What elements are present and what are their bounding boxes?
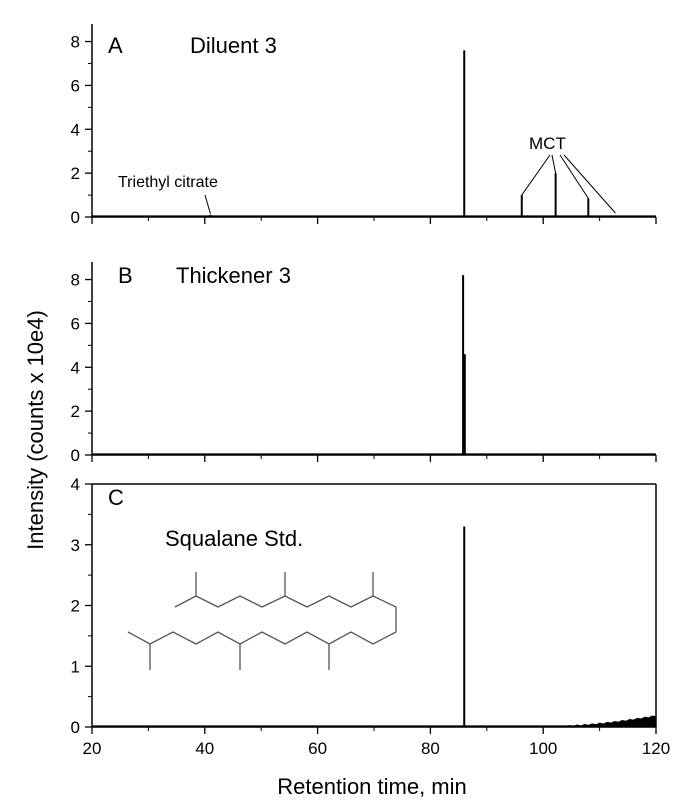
y-tick-label: 2 [71, 597, 80, 616]
mct-leader-line [551, 154, 557, 174]
peaks [92, 526, 656, 727]
mct-leader-line [521, 154, 551, 196]
panel-c: 0 1 2 3 4 C Squalane Std. [71, 475, 657, 737]
x-tick-label: 60 [308, 739, 327, 758]
y-tick-label: 4 [71, 358, 80, 377]
panel-title: Thickener 3 [176, 263, 291, 288]
panel-label: C [108, 485, 124, 510]
x-tick-label: 20 [83, 739, 102, 758]
y-tick-label: 6 [71, 314, 80, 333]
y-ticks: 0 1 2 3 4 [71, 475, 92, 737]
x-tick-label: 80 [421, 739, 440, 758]
y-tick-label: 0 [71, 718, 80, 737]
panel-title: Diluent 3 [190, 33, 277, 58]
panel-label: B [118, 263, 133, 288]
y-axis-label: Intensity (counts x 10e4) [23, 310, 48, 550]
x-tick-label: 120 [642, 739, 670, 758]
y-tick-label: 4 [71, 120, 80, 139]
panel-label: A [108, 33, 123, 58]
panel-title: Squalane Std. [165, 526, 303, 551]
baseline-rise [543, 715, 656, 727]
y-tick-label: 8 [71, 33, 80, 52]
leader-line [204, 194, 211, 214]
mct-leader-lines [521, 154, 616, 214]
mct-leader-line [559, 154, 589, 199]
x-axis-label: Retention time, min [277, 774, 467, 799]
annotation-mct: MCT [529, 134, 566, 153]
squalane-skeleton [127, 572, 397, 670]
annotations: Triethyl citrate MCT [118, 134, 616, 214]
y-tick-label: 6 [71, 76, 80, 95]
annotation-triethyl-citrate: Triethyl citrate [118, 174, 218, 191]
y-tick-label: 2 [71, 164, 80, 183]
panel-a: 0 2 4 6 8 A Diluent 3 Triethyl citrate MCT [71, 24, 657, 227]
peaks [92, 50, 656, 217]
y-tick-label: 3 [71, 536, 80, 555]
x-tick-label: 40 [195, 739, 214, 758]
y-tick-label: 8 [71, 271, 80, 290]
panel-b: 0 2 4 6 8 B Thickener 3 [71, 262, 657, 465]
x-tick-label: 100 [529, 739, 557, 758]
mct-leader-line [563, 154, 616, 214]
y-ticks: 0 2 4 6 8 [71, 271, 92, 465]
y-tick-label: 1 [71, 657, 80, 676]
y-tick-label: 2 [71, 402, 80, 421]
y-tick-label: 0 [71, 446, 80, 465]
y-ticks: 0 2 4 6 8 [71, 33, 92, 227]
y-tick-label: 4 [71, 475, 80, 494]
x-tick-labels: 20 40 60 80 100 120 [83, 739, 671, 758]
peaks [92, 275, 656, 455]
y-tick-label: 0 [71, 208, 80, 227]
